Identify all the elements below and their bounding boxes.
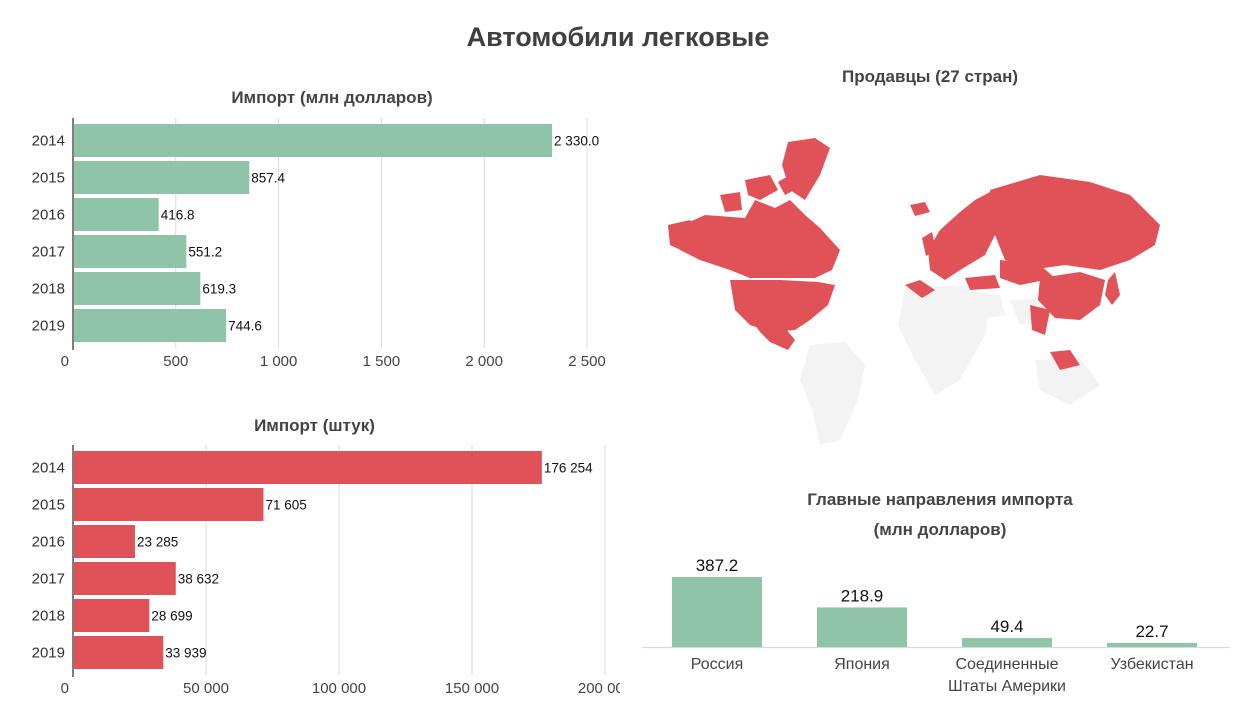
tick-label: 1 000: [260, 353, 298, 370]
import-units-title: Импорт (штук): [254, 416, 375, 435]
page-title: Автомобили легковые: [466, 22, 770, 52]
import-usd-chart: 2014 2 330.0 2015 857.4 2016 416.8 2017 551.2 20…: [32, 118, 606, 370]
map-canada: [672, 200, 840, 278]
bar: [74, 161, 250, 194]
tick-label: 2 000: [465, 353, 503, 370]
category-label: 2016: [32, 534, 65, 551]
category-label: 2014: [32, 133, 65, 150]
category-label: 2018: [32, 281, 65, 298]
category-label: Соединенные: [955, 656, 1058, 673]
category-label: 2019: [32, 645, 65, 662]
bar: [817, 607, 907, 647]
destinations-title: Главные направления импорта: [807, 490, 1073, 509]
tick-label: 0: [61, 680, 69, 697]
destinations-subtitle: (млн долларов): [873, 520, 1007, 539]
map-usa: [730, 280, 835, 332]
bar: [74, 562, 176, 595]
map-india: [1030, 305, 1050, 335]
bar: [74, 198, 159, 231]
map-mexico: [755, 325, 795, 350]
map-europe: [928, 192, 1005, 280]
value-label: 619.3: [202, 282, 236, 297]
value-label: 2 330.0: [554, 134, 599, 149]
import-usd-title: Импорт (млн долларов): [231, 88, 433, 107]
tick-label: 0: [61, 353, 69, 370]
category-label: 2016: [32, 207, 65, 224]
map-russia: [990, 175, 1160, 270]
bar: [74, 636, 164, 669]
value-label: 176 254: [544, 461, 593, 476]
category-label: 2015: [32, 497, 65, 514]
bar: [74, 488, 264, 521]
value-label: 71 605: [265, 498, 306, 513]
value-label: 744.6: [228, 319, 262, 334]
map-alaska: [668, 220, 700, 252]
map-north-africa: [905, 280, 935, 298]
category-label: Узбекистан: [1110, 656, 1193, 673]
import-units-chart: 2014 176 254 2015 71 605 2016 23 285 2017 38 63…: [32, 445, 620, 697]
category-label: 2017: [32, 571, 65, 588]
tick-label: 150 000: [445, 680, 499, 697]
value-label: 857.4: [251, 171, 285, 186]
tick-label: 200 000: [578, 680, 620, 697]
tick-label: 2 500: [568, 353, 606, 370]
map-australia-part: [1050, 350, 1080, 370]
value-label: 551.2: [188, 245, 222, 260]
map-china: [1038, 272, 1105, 320]
category-label: 2019: [32, 318, 65, 335]
tick-label: 100 000: [312, 680, 366, 697]
bar: [74, 272, 201, 305]
value-label: 22.7: [1135, 622, 1168, 641]
tick-label: 1 500: [363, 353, 401, 370]
map-title: Продавцы (27 стран): [842, 67, 1018, 86]
value-label: 387.2: [696, 556, 739, 575]
destinations-title-block: Главные направления импорта (млн долларо…: [640, 485, 1236, 545]
bar: [962, 638, 1052, 647]
tick-label: 500: [163, 353, 188, 370]
category-label: 2015: [32, 170, 65, 187]
category-label: Япония: [834, 656, 890, 673]
category-label: 2014: [32, 460, 65, 477]
world-map: [668, 138, 1160, 445]
bar: [74, 451, 542, 484]
map-base-land: [800, 285, 1100, 445]
value-label: 28 699: [151, 609, 192, 624]
bar: [74, 124, 553, 157]
bar: [74, 309, 227, 342]
category-label: Штаты Америки: [948, 678, 1066, 695]
bar: [74, 235, 187, 268]
value-label: 33 939: [165, 646, 206, 661]
map-uk: [922, 232, 936, 256]
map-iceland: [910, 202, 930, 216]
category-label: 2018: [32, 608, 65, 625]
bar: [672, 577, 762, 647]
value-label: 218.9: [841, 586, 884, 605]
tick-label: 50 000: [183, 680, 229, 697]
map-japan-korea: [1105, 272, 1120, 305]
category-label: 2017: [32, 244, 65, 261]
bar: [1107, 642, 1197, 647]
bar: [74, 599, 150, 632]
value-label: 416.8: [161, 208, 195, 223]
map-turkey: [965, 275, 1000, 290]
value-label: 23 285: [137, 535, 178, 550]
value-label: 49.4: [990, 617, 1023, 636]
map-highlighted-countries: [668, 138, 1160, 370]
category-label: Россия: [691, 656, 743, 673]
map-canada-islands: [720, 175, 798, 212]
destinations-chart: 387.2 Россия 218.9 Япония 49.4 Соединенные Шта…: [642, 556, 1230, 695]
value-label: 38 632: [178, 572, 219, 587]
bar: [74, 525, 135, 558]
